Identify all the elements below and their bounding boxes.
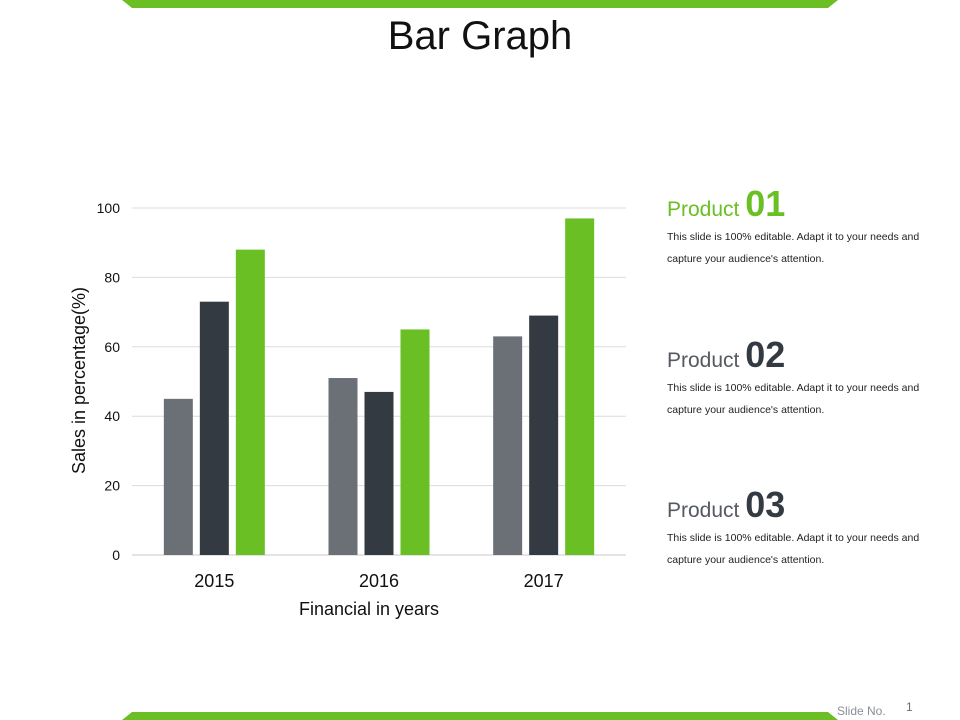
- top-accent-band: [122, 0, 838, 8]
- x-axis-title: Financial in years: [299, 599, 439, 619]
- product-number-1: 01: [745, 183, 786, 224]
- x-tick-label: 2017: [524, 571, 564, 591]
- bar: [493, 336, 523, 555]
- slide-number-label: Slide No.: [837, 704, 886, 718]
- y-tick-label: 60: [104, 339, 120, 355]
- y-tick-label: 20: [104, 478, 120, 494]
- product-description-1: This slide is 100% editable. Adapt it to…: [667, 231, 920, 265]
- product-number-3: 03: [745, 484, 786, 525]
- product-panel-1: Product 01 This slide is 100% editable. …: [667, 186, 947, 270]
- product-label-3: Product: [667, 499, 740, 522]
- slide-number: 1: [906, 700, 913, 714]
- product-description-3: This slide is 100% editable. Adapt it to…: [667, 532, 920, 566]
- product-label-2: Product: [667, 349, 740, 372]
- product-heading-3: Product 03: [667, 487, 947, 523]
- bar: [235, 249, 265, 555]
- y-tick-label: 100: [97, 200, 121, 216]
- product-heading-2: Product 02: [667, 337, 947, 373]
- bar: [529, 315, 559, 555]
- bar: [199, 301, 229, 555]
- product-label-1: Product: [667, 198, 740, 221]
- bar: [328, 378, 358, 555]
- y-axis-title: Sales in percentage(%): [69, 287, 89, 474]
- y-tick-label: 80: [104, 269, 120, 285]
- bottom-accent-band: [122, 712, 838, 720]
- y-tick-label: 40: [104, 408, 120, 424]
- product-panel-3: Product 03 This slide is 100% editable. …: [667, 487, 947, 571]
- product-heading-1: Product 01: [667, 186, 947, 222]
- x-tick-label: 2016: [359, 571, 399, 591]
- bar: [364, 391, 394, 555]
- product-panel-2: Product 02 This slide is 100% editable. …: [667, 337, 947, 421]
- product-description-2: This slide is 100% editable. Adapt it to…: [667, 382, 920, 416]
- slide-title: Bar Graph: [387, 14, 573, 58]
- bar: [400, 329, 430, 555]
- bar: [565, 218, 595, 555]
- bar: [163, 398, 193, 555]
- x-tick-label: 2015: [194, 571, 234, 591]
- product-number-2: 02: [745, 334, 786, 375]
- y-tick-label: 0: [112, 547, 120, 563]
- bar-chart: 0 20 40 60 80 100 2015 2016 2017 Financial in yea…: [69, 200, 626, 619]
